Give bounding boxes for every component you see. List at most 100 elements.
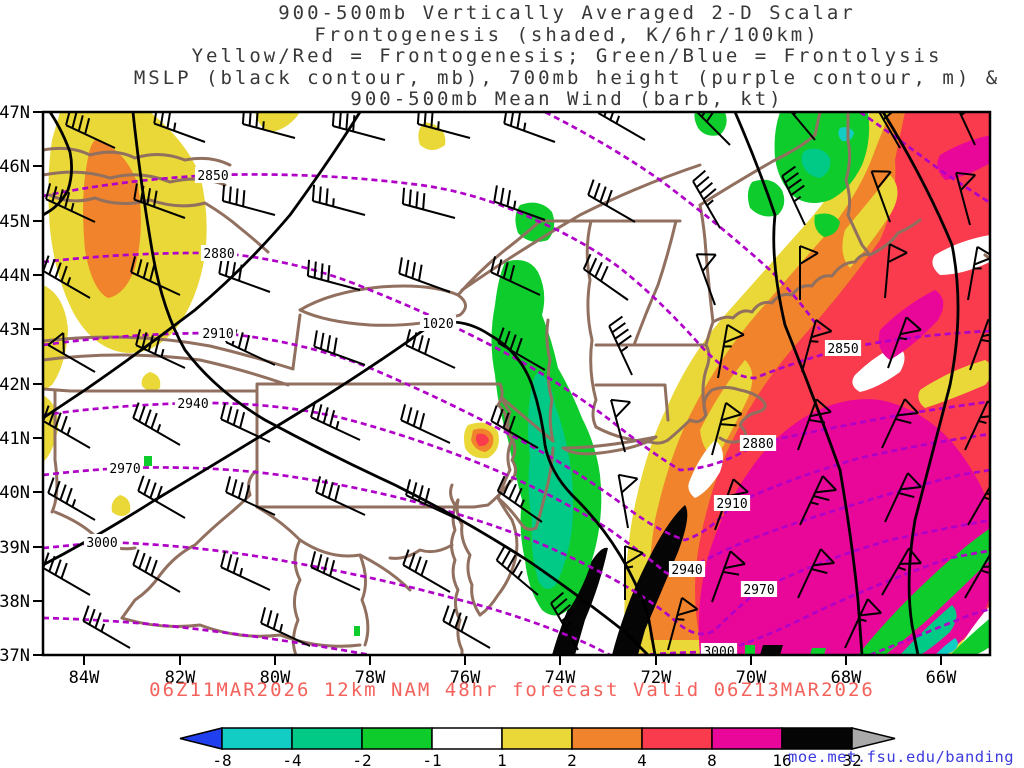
barb-stroke xyxy=(222,200,276,216)
barb-stroke xyxy=(618,473,638,480)
state-border xyxy=(388,543,454,560)
wind-barb xyxy=(801,319,833,373)
barb-stroke xyxy=(221,184,226,202)
mslp-contour xyxy=(733,112,864,655)
shaded-region-yellow xyxy=(43,285,68,390)
barb-stroke xyxy=(976,245,990,256)
state-border xyxy=(868,218,922,257)
barb-stroke xyxy=(225,341,276,366)
barb-stroke xyxy=(313,345,366,366)
barb-stroke xyxy=(237,332,244,349)
barb-stroke xyxy=(237,482,244,499)
barb-stroke xyxy=(793,112,798,116)
shaded-region-yellow xyxy=(141,372,161,392)
barb-stroke xyxy=(982,333,990,338)
barb-stroke xyxy=(153,190,158,207)
wind-barb xyxy=(496,475,543,523)
state-border xyxy=(449,483,457,507)
barb-stroke xyxy=(218,272,271,293)
wind-barb xyxy=(695,253,717,306)
barb-stroke xyxy=(897,412,919,417)
barb-stroke xyxy=(411,482,418,499)
wind-barb xyxy=(401,187,456,219)
barb-stroke xyxy=(815,489,837,494)
wind-barb xyxy=(878,112,901,149)
barb-stroke xyxy=(506,554,517,570)
barb-stroke xyxy=(153,112,158,124)
wind-barb xyxy=(47,477,96,521)
wind-barb xyxy=(313,330,366,366)
colorbar-label: -2 xyxy=(352,751,371,768)
barb-stroke xyxy=(147,335,154,352)
barb-stroke xyxy=(810,340,819,343)
state-border xyxy=(844,112,872,257)
barb-stroke xyxy=(231,479,238,496)
barb-stroke xyxy=(799,245,819,254)
barb-stroke xyxy=(624,565,634,569)
barb-stroke xyxy=(867,598,882,614)
shaded-region-green xyxy=(354,626,360,636)
website-link[interactable]: moe.met.fsu.edu/banding xyxy=(788,748,1015,766)
barb-stroke xyxy=(610,399,626,453)
barb-stroke xyxy=(980,338,990,343)
barb-stroke xyxy=(496,259,503,276)
shaded-region-cyan xyxy=(838,127,854,142)
shaded-region-orange xyxy=(83,140,141,298)
barb-stroke xyxy=(722,570,740,576)
wind-barb xyxy=(218,257,271,293)
state-border xyxy=(120,616,362,648)
barb-stroke xyxy=(66,426,72,436)
wind-barb xyxy=(442,605,491,649)
barb-stroke xyxy=(153,122,206,143)
barb-stroke xyxy=(490,271,541,296)
barb-stroke xyxy=(155,485,163,502)
height-contour-label: 2970 xyxy=(109,462,140,477)
barb-stroke xyxy=(895,418,912,425)
barb-stroke xyxy=(695,175,710,189)
barb-stroke xyxy=(322,557,329,574)
barb-stroke xyxy=(160,348,165,358)
barb-stroke xyxy=(329,560,336,577)
barb-stroke xyxy=(320,263,324,280)
barb-stroke xyxy=(326,335,332,352)
height-contour xyxy=(43,251,990,472)
barb-stroke xyxy=(84,118,91,135)
barb-stroke xyxy=(958,112,976,146)
barb-stroke xyxy=(597,112,646,141)
forecast-valid-text: 06Z11MAR2026 12km NAM 48hr forecast Vali… xyxy=(149,679,875,701)
barb-stroke xyxy=(493,185,498,202)
barb-stroke xyxy=(898,492,915,499)
height-contour-label: 2880 xyxy=(203,247,234,262)
state-border xyxy=(43,146,232,167)
wind-barb xyxy=(958,112,976,146)
barb-stroke xyxy=(53,480,61,497)
barb-stroke xyxy=(502,262,509,279)
barb-stroke xyxy=(723,333,745,344)
barb-stroke xyxy=(781,165,796,177)
height-contour-label-box xyxy=(200,245,238,261)
barb-stroke xyxy=(490,405,498,422)
barb-stroke xyxy=(334,485,341,502)
barb-stroke xyxy=(335,420,340,430)
shaded-region-teal xyxy=(528,372,574,589)
barb-stroke xyxy=(878,112,901,149)
lat-label: 43N xyxy=(0,320,30,340)
barb-stroke xyxy=(225,476,232,493)
colorbar-label: -4 xyxy=(282,751,301,768)
wind-barb xyxy=(692,169,721,229)
wind-barb xyxy=(405,329,456,369)
state-border xyxy=(255,505,412,592)
wind-barb xyxy=(315,476,366,516)
shaded-region-yellow xyxy=(111,495,131,516)
lat-label: 41N xyxy=(0,429,30,449)
shaded-region-green xyxy=(858,528,990,655)
lat-label: 45N xyxy=(0,212,30,232)
height-contour-label-box xyxy=(713,495,751,511)
barb-stroke xyxy=(460,615,468,632)
shaded-region-cyan xyxy=(935,638,958,655)
colorbar-segment-white xyxy=(431,727,503,750)
barb-stroke xyxy=(135,329,142,346)
barb-stroke xyxy=(620,345,629,353)
wind-barb xyxy=(490,256,541,296)
shaded-region-magenta xyxy=(878,290,944,360)
